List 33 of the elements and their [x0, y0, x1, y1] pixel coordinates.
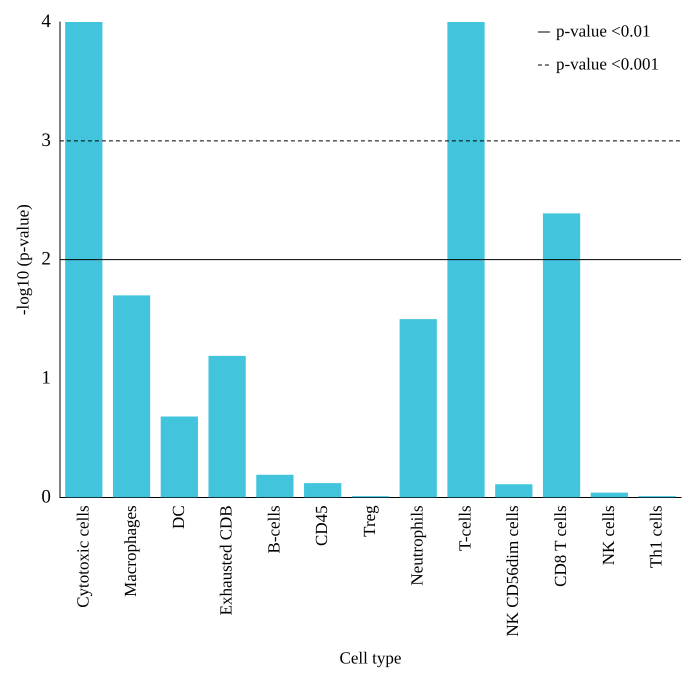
bar	[208, 356, 246, 498]
x-tick-label: NK cells	[598, 505, 618, 566]
bar	[400, 319, 437, 498]
x-tick-label: CD45	[312, 505, 332, 546]
legend-label: p-value <0.01	[556, 21, 650, 40]
x-tick-label: Exhausted CDB	[216, 505, 236, 616]
x-axis-title: Cell type	[340, 648, 402, 668]
legend-label: p-value <0.001	[556, 54, 659, 74]
y-tick-label: 0	[41, 486, 51, 508]
x-tick-label: T-cells	[455, 505, 474, 551]
bar	[112, 295, 150, 498]
bar	[304, 483, 342, 498]
y-tick-label: 1	[41, 367, 51, 388]
y-tick-label: 3	[41, 130, 51, 151]
bar	[65, 22, 102, 498]
bar	[447, 22, 485, 498]
x-tick-label: Th1 cells	[646, 505, 666, 568]
bar	[160, 416, 198, 498]
x-tick-label: Treg	[360, 504, 379, 537]
bar	[590, 492, 628, 498]
y-tick-label: 4	[41, 10, 52, 32]
x-tick-label: NK CD56dim cells	[503, 505, 522, 637]
x-tick-label: Neutrophils	[408, 505, 427, 586]
x-tick-label: CD8 T cells	[551, 505, 570, 587]
x-tick-label: DC	[168, 505, 188, 529]
x-tick-label: B-cells	[264, 505, 284, 554]
bar	[256, 474, 294, 498]
x-tick-label: Cytotoxic cells	[73, 505, 92, 608]
bar	[542, 213, 580, 498]
x-tick-label: Macrophages	[121, 505, 140, 597]
bar	[495, 484, 532, 498]
y-axis-title: -log10 (p-value)	[14, 204, 33, 316]
y-tick-label: 2	[41, 248, 51, 270]
